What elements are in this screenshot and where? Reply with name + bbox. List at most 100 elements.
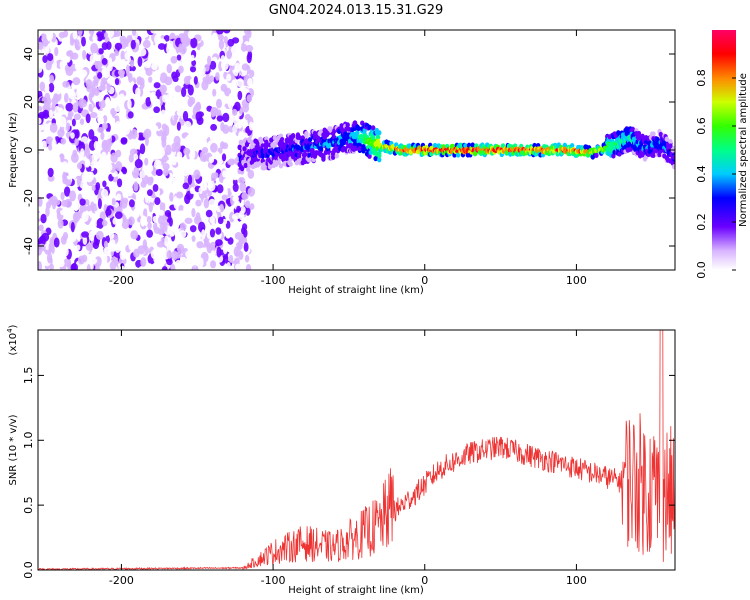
spectrogram-ridge-cell bbox=[370, 134, 376, 141]
spectrogram-noise-cell bbox=[215, 239, 223, 246]
colorbar-gradient bbox=[712, 30, 736, 270]
spectrogram-noise-cell bbox=[66, 228, 72, 237]
spectrogram-noise-cell bbox=[137, 245, 146, 255]
spectrogram-noise-cell bbox=[191, 266, 198, 270]
spectrogram-noise-cell bbox=[101, 228, 110, 237]
spectrogram-noise-cell bbox=[182, 110, 189, 122]
spectrogram-noise-cell bbox=[63, 165, 71, 173]
spectrogram-noise-cell bbox=[65, 67, 74, 76]
spectrogram-noise-cell bbox=[103, 246, 111, 257]
spectrogram-noise-cell bbox=[106, 83, 111, 92]
spectrogram-noise-cell bbox=[111, 197, 116, 206]
snr-frame bbox=[37, 329, 676, 571]
spectrogram-noise-cell bbox=[226, 73, 232, 82]
spectrogram-noise-cell bbox=[72, 102, 79, 113]
spectrogram-noise-cell bbox=[225, 171, 232, 182]
spectrogram-noise-cell bbox=[127, 99, 132, 110]
spectrogram-noise-cell bbox=[220, 121, 225, 132]
spectrogram-noise-cell bbox=[38, 185, 46, 193]
spectrogram-noise-cell bbox=[165, 144, 172, 156]
spectrogram-noise-cell bbox=[72, 203, 80, 211]
spectrogram-noise-cell bbox=[184, 217, 193, 224]
spectrogram-noise-cell bbox=[233, 101, 241, 112]
spectrogram-noise-cell bbox=[223, 35, 228, 43]
spectrogram-noise-cell bbox=[48, 109, 53, 118]
spectrogram-noise-cell bbox=[65, 102, 74, 112]
spectrogram-noise-cell bbox=[218, 39, 225, 50]
spectrogram-noise-cell bbox=[115, 121, 121, 129]
spectrogram-noise-cell bbox=[185, 264, 191, 270]
spectrogram-noise-cell bbox=[218, 76, 224, 87]
spectrogram-noise-cell bbox=[198, 257, 204, 268]
snr-series-line bbox=[38, 330, 675, 570]
spectrogram-noise-cell bbox=[244, 200, 251, 209]
spectrogram-noise-cell bbox=[77, 255, 85, 265]
spectrogram-noise-cell bbox=[84, 158, 91, 168]
spectrogram-noise-cell bbox=[104, 131, 112, 140]
spectrogram-noise-cell bbox=[99, 84, 106, 91]
spectrogram-noise-cell bbox=[209, 228, 216, 238]
spectrogram-noise-cell bbox=[72, 168, 78, 178]
colorbar: 0.0 0.2 0.4 0.6 0.8 Normalized spectral ampl… bbox=[695, 30, 749, 279]
spectrogram-noise-cell bbox=[193, 76, 198, 85]
spectrogram-noise-cell bbox=[166, 43, 173, 55]
spectrogram-noise-cell bbox=[57, 259, 65, 268]
colorbar-label: Normalized spectral amplitude bbox=[738, 73, 749, 227]
spectrogram-noise-cell bbox=[89, 257, 98, 265]
spectrogram-cells bbox=[38, 30, 675, 270]
spectrogram-noise-cell bbox=[121, 167, 128, 175]
spectrogram-ridge-cell bbox=[562, 142, 568, 148]
spectrogram-noise-cell bbox=[146, 215, 152, 223]
spectrogram-noise-cell bbox=[81, 36, 86, 47]
spectrogram-noise-cell bbox=[93, 87, 100, 97]
spectrogram-noise-cell bbox=[105, 208, 112, 216]
spectrogram-noise-cell bbox=[45, 215, 53, 223]
spectrogram-noise-cell bbox=[122, 126, 130, 135]
spectrogram-noise-cell bbox=[110, 152, 118, 163]
spectrogram-noise-cell bbox=[232, 195, 239, 202]
spectrogram-noise-cell bbox=[177, 168, 182, 177]
spectrogram-noise-cell bbox=[121, 119, 128, 126]
spectrogram-noise-cell bbox=[191, 207, 196, 218]
spectrogram-noise-cell bbox=[241, 223, 248, 231]
spectrogram-noise-cell bbox=[38, 261, 42, 270]
spectrogram-noise-cell bbox=[140, 180, 147, 188]
spectrogram-noise-cell bbox=[128, 72, 133, 83]
snr-ticks: -200 -100 0 100 0.0 0.5 1.0 1.5 bbox=[22, 330, 675, 587]
spectrogram-noise-cell bbox=[213, 131, 221, 142]
spectrogram-noise-cell bbox=[81, 211, 89, 223]
spectrogram-noise-cell bbox=[138, 265, 147, 270]
spectrogram-y-axis-label: Frequency (Hz) bbox=[8, 112, 19, 188]
spectrogram-noise-cell bbox=[227, 237, 234, 245]
spectrogram-noise-cell bbox=[176, 108, 183, 117]
spectrogram-x-tick-label: 100 bbox=[566, 274, 587, 287]
spectrogram-ridge-cell bbox=[636, 130, 642, 137]
spectrogram-noise-cell bbox=[100, 188, 109, 199]
spectrogram-ridge-cell bbox=[671, 164, 675, 170]
spectrogram-noise-cell bbox=[134, 158, 143, 169]
spectrogram-noise-cell bbox=[240, 206, 246, 214]
spectrogram-noise-cell bbox=[38, 117, 42, 125]
spectrogram-noise-cell bbox=[120, 239, 129, 247]
spectrogram-noise-cell bbox=[216, 30, 224, 35]
spectrogram-noise-cell bbox=[146, 189, 153, 197]
spectrogram-noise-cell bbox=[169, 192, 174, 202]
spectrogram-noise-cell bbox=[147, 222, 152, 230]
spectrogram-noise-cell bbox=[53, 187, 60, 198]
spectrogram-noise-cell bbox=[139, 77, 145, 86]
spectrogram-noise-cell bbox=[102, 67, 111, 79]
spectrogram-noise-cell bbox=[227, 159, 235, 166]
spectrogram-noise-cell bbox=[224, 206, 230, 216]
spectrogram-noise-cell bbox=[162, 223, 168, 232]
spectrogram-noise-cell bbox=[159, 201, 166, 212]
spectrogram-noise-cell bbox=[82, 86, 88, 98]
spectrogram-noise-cell bbox=[130, 39, 136, 50]
spectrogram-noise-cell bbox=[50, 209, 56, 217]
spectrogram-noise-cell bbox=[164, 125, 170, 136]
spectrogram-noise-cell bbox=[228, 92, 235, 102]
spectrogram-noise-cell bbox=[120, 137, 128, 145]
spectrogram-noise-cell bbox=[73, 113, 81, 121]
spectrogram-noise-cell bbox=[133, 112, 140, 121]
spectrogram-noise-cell bbox=[196, 241, 204, 249]
